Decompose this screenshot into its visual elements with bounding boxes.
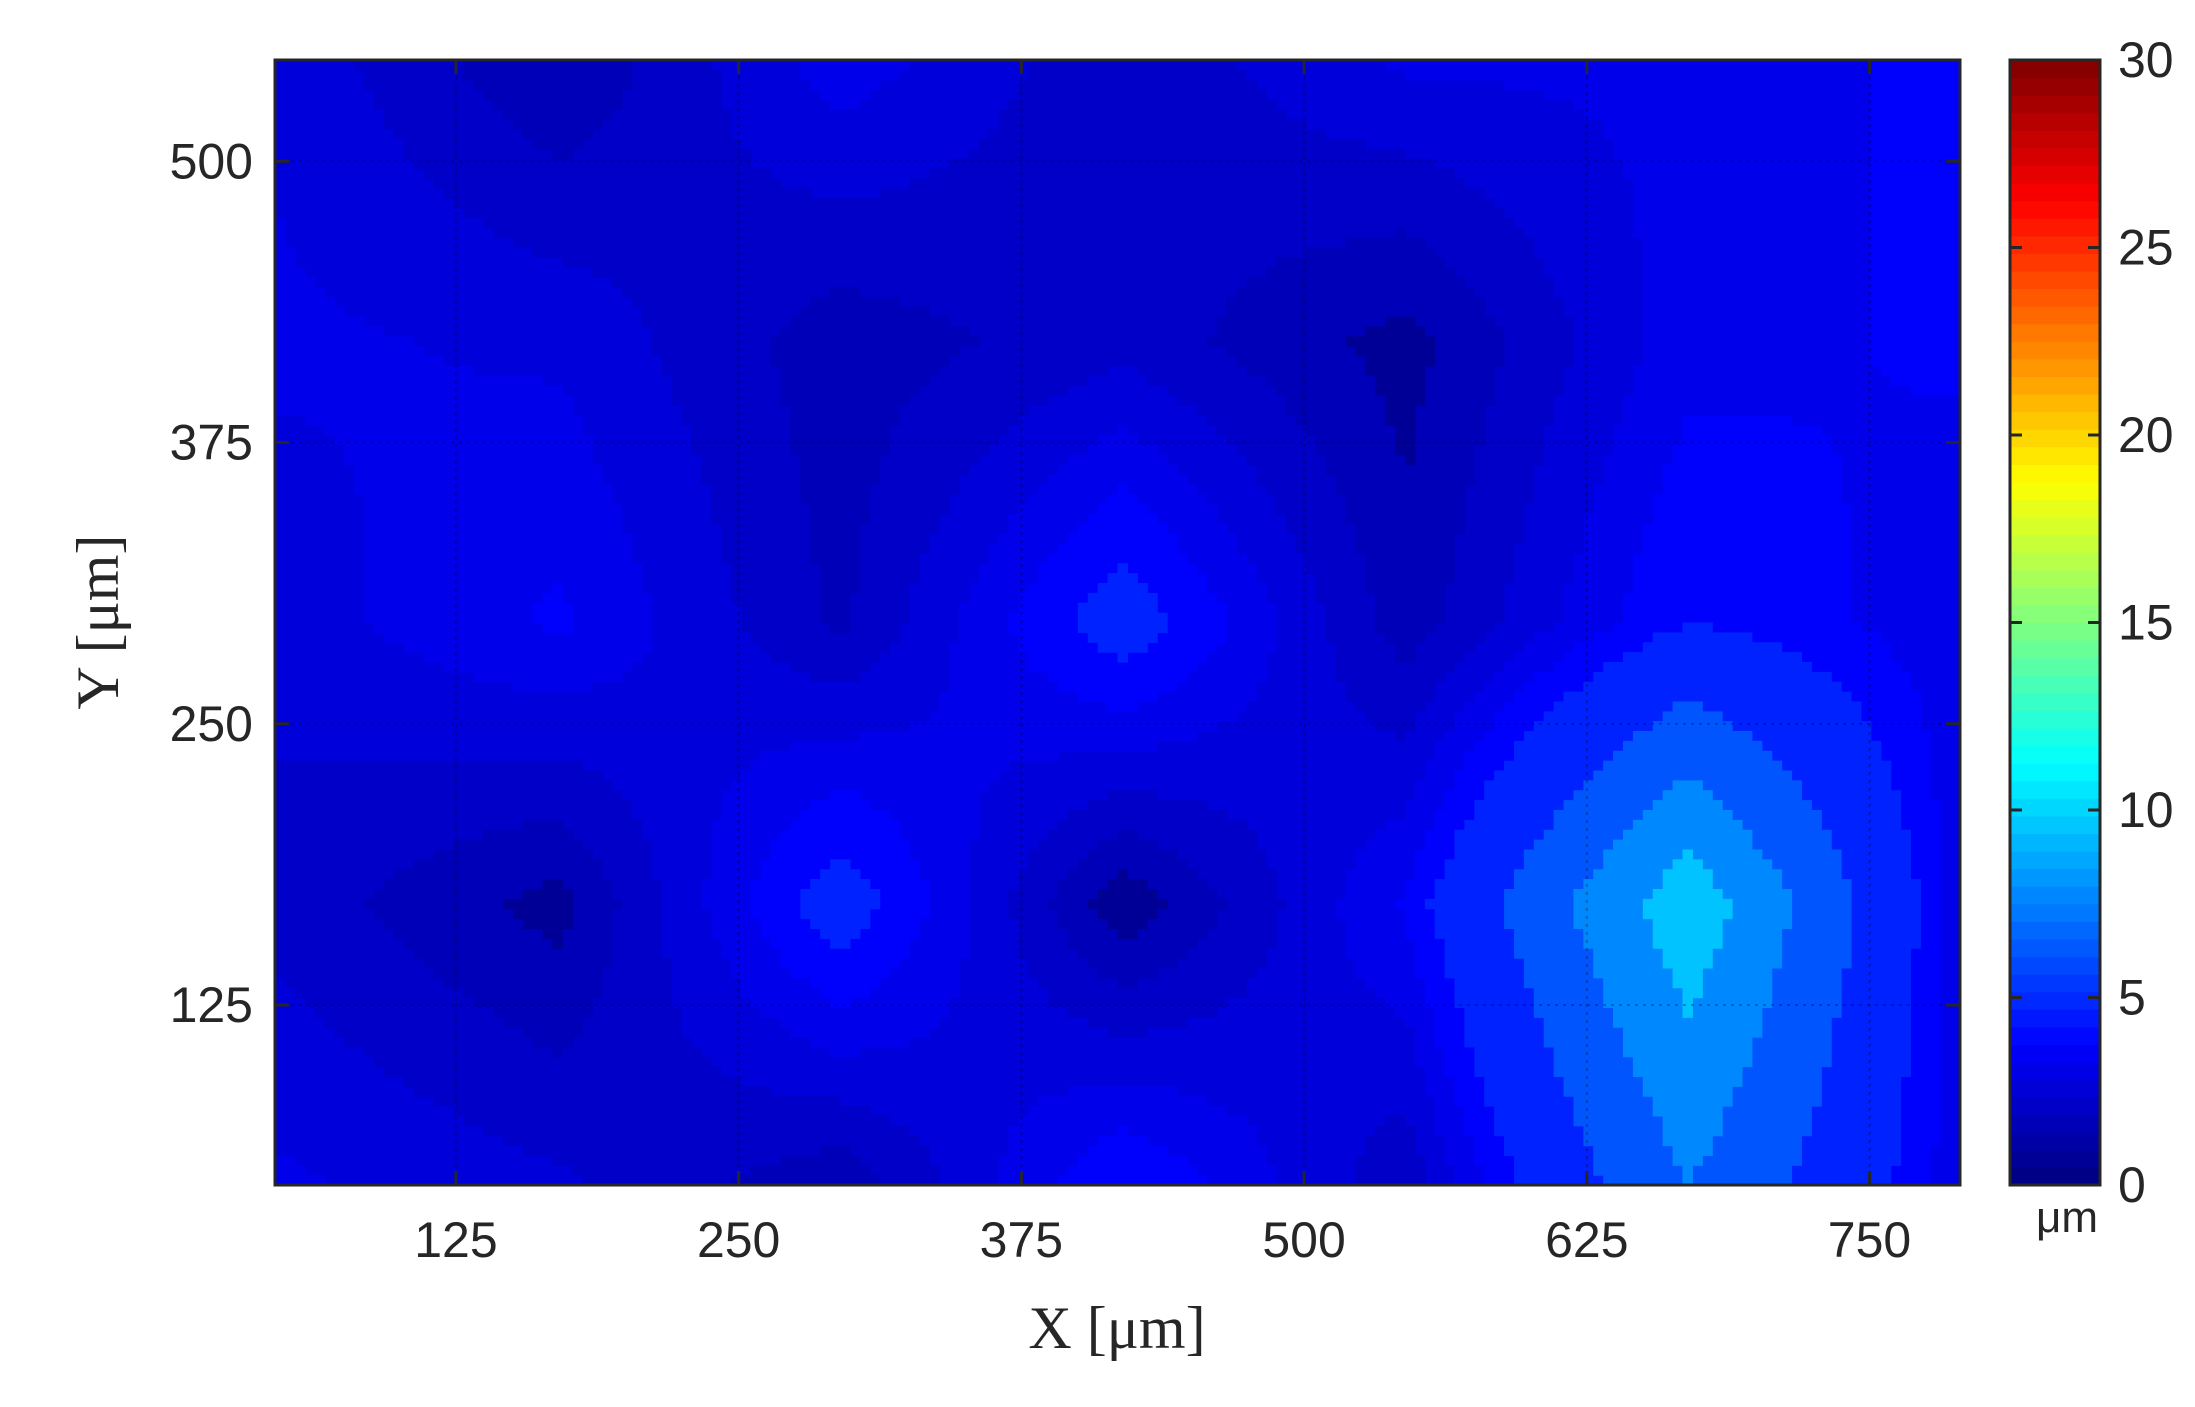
contour-band [1573,780,1793,1185]
colorbar-step [2010,868,2100,887]
colorbar-step [2010,411,2100,430]
colorbar-step [2010,1114,2100,1133]
colorbar-step [2010,253,2100,272]
colorbar-step [2010,183,2100,202]
colorbar-step [2010,288,2100,307]
x-tick-label: 375 [980,1212,1063,1268]
colorbar-step [2010,306,2100,325]
colorbar-step [2010,833,2100,852]
colorbar-tick-label: 20 [2118,407,2174,463]
colorbar-step [2010,974,2100,993]
contour-band [1642,849,1733,1018]
colorbar-step [2010,517,2100,536]
y-tick-label: 375 [170,415,253,471]
colorbar-step [2010,446,2100,465]
colorbar-step [2010,1009,2100,1028]
colorbar-step [2010,95,2100,114]
colorbar-tick-label: 15 [2118,595,2174,651]
colorbar-step [2010,851,2100,870]
colorbar-step [2010,323,2100,342]
x-tick-label: 250 [697,1212,780,1268]
colorbar-step [2010,569,2100,588]
colorbar-step [2010,77,2100,96]
colorbar-step [2010,675,2100,694]
colorbar-tick-label: 30 [2118,32,2174,88]
colorbar-step [2010,622,2100,641]
colorbar-step [2010,341,2100,360]
x-tick-label: 500 [1262,1212,1345,1268]
colorbar-step [2010,60,2100,79]
colorbar-step [2010,938,2100,958]
contour-band [532,60,1960,1185]
colorbar-step [2010,552,2100,571]
colorbar-step [2010,886,2100,905]
colorbar-tick-label: 0 [2118,1157,2146,1213]
colorbar-step [2010,200,2100,219]
x-tick-label: 625 [1545,1212,1628,1268]
colorbar-step [2010,745,2100,764]
colorbar-step [2010,165,2100,184]
contour-band [275,60,1575,1185]
y-axis-title: Y [μm] [65,535,131,710]
plot-frame [273,58,1962,1187]
colorbar-step [2010,235,2100,254]
colorbar-step [2010,921,2100,940]
axis-ticks: 125 250 375 500 625 750 125 250 375 500 [170,60,1960,1268]
colorbar-step [2010,147,2100,167]
colorbar-step [2010,218,2100,237]
colorbar-step [2010,710,2100,729]
colorbar-step [2010,798,2100,817]
colorbar-step [2010,587,2100,606]
colorbar-step [2010,763,2100,782]
x-tick-label: 750 [1828,1212,1911,1268]
colorbar-step [2010,1026,2100,1045]
contour-band [364,60,1505,1185]
colorbar-step [2010,727,2100,747]
colorbar-step [2010,1079,2100,1098]
colorbar-step [2010,1061,2100,1081]
grid-lines [275,60,1960,1185]
colorbar-step [2010,657,2100,676]
colorbar-tick-label: 25 [2118,220,2174,276]
x-tick-label: 125 [414,1212,497,1268]
colorbar-step [2010,429,2100,448]
colorbar-step [2010,692,2100,711]
colorbar-step [2010,534,2100,553]
colorbar-step [2010,1132,2100,1151]
contour-band [800,563,1921,1185]
colorbar-step [2010,1044,2100,1063]
x-axis-title: X [μm] [1028,1295,1205,1361]
colorbar-step [2010,1149,2100,1169]
y-tick-label: 125 [170,977,253,1033]
colorbar-step [2010,481,2100,501]
colorbar-step [2010,1097,2100,1116]
colorbar-step [2010,956,2100,975]
colorbar-step [2010,358,2100,378]
colorbar-step [2010,780,2100,799]
colorbar-step [2010,464,2100,483]
colorbar-step [2010,376,2100,395]
contour-band [1504,701,1852,1185]
colorbar: 0 5 10 15 20 25 30 [2008,32,2174,1213]
colorbar-step [2010,991,2100,1010]
colorbar-step [2010,499,2100,518]
colorbar-step [2010,640,2100,659]
colorbar-step [2010,815,2100,835]
colorbar-step [2010,903,2100,922]
colorbar-unit-label: μm [2036,1193,2098,1242]
colorbar-tick-label: 5 [2118,970,2146,1026]
colorbar-step [2010,1167,2100,1186]
y-tick-label: 250 [170,696,253,752]
colorbar-step [2010,270,2100,290]
colorbar-tick-label: 10 [2118,782,2174,838]
colorbar-step [2010,604,2100,624]
colorbar-step [2010,130,2100,149]
heatmap-area [275,60,1960,1185]
colorbar-step [2010,112,2100,131]
y-tick-label: 500 [170,133,253,189]
colorbar-step [2010,393,2100,413]
